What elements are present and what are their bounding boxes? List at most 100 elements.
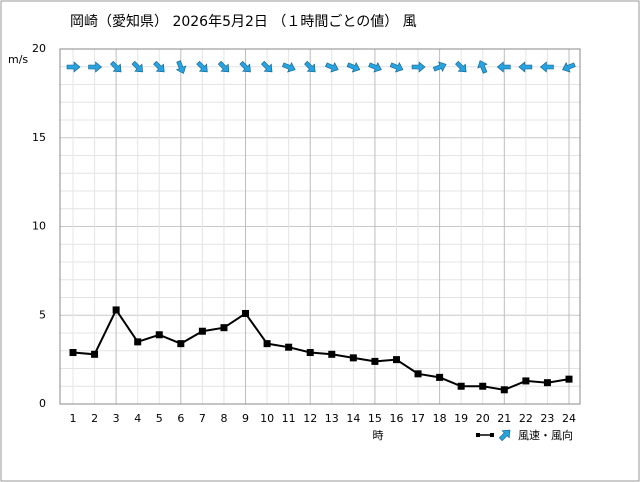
wind-arrow [562,62,576,73]
arrow-shape [110,60,122,73]
wind-arrow [389,62,404,73]
wind-arrow [66,61,81,73]
wind-arrow [411,61,426,73]
marker [543,379,551,387]
marker [285,343,293,351]
wind-arrow [110,60,122,73]
wind-arrow [175,60,187,74]
wind-arrow [88,61,103,73]
arrow-shape [131,60,143,73]
x-tick-label: 24 [562,412,576,425]
arrow-shape [281,62,296,73]
marker [69,349,77,357]
y-tick-label: 0 [39,397,46,410]
x-tick-label: 23 [540,412,554,425]
x-tick-label: 11 [282,412,296,425]
arrow-shape [304,60,316,73]
legend-label: 風速・風向 [518,428,573,442]
x-tick-label: 15 [368,412,382,425]
wind-arrow [477,60,488,74]
arrow-shape [261,60,273,73]
chart-title: 岡崎（愛知県） 2026年5月2日 （１時間ごとの値） 風 [70,13,417,30]
marker [328,350,336,358]
arrow-shape [411,61,426,73]
plot-border [59,48,581,405]
x-tick-label: 4 [134,412,141,425]
wind-arrow [261,60,273,73]
arrow-shape [346,62,361,73]
x-tick-label: 10 [260,412,274,425]
arrow-shape [217,60,230,73]
wind-arrow [239,60,251,73]
wind-arrow [304,60,316,73]
marker [392,356,400,364]
marker [457,382,465,390]
wind-arrow [518,61,533,73]
marker [349,354,357,362]
wind-arrow [196,60,208,73]
x-tick-label: 18 [433,412,447,425]
line [72,307,570,391]
arrow-shape [455,60,467,73]
marker [242,309,250,317]
x-tick-label: 5 [156,412,163,425]
legend-arrow [498,429,511,442]
x-tick-label: 17 [411,412,425,425]
arrow-shape [153,60,165,73]
marker [500,386,508,394]
x-tick-label: 22 [519,412,533,425]
marker [306,349,314,357]
marker [565,375,573,383]
arrow-shape [496,61,511,73]
x-tick-label: 21 [497,412,511,425]
x-tick-label: 7 [199,412,206,425]
arrow-shape [539,61,554,73]
wind-arrow [153,60,165,73]
wind-arrow [131,60,143,73]
marker [522,377,530,385]
marker [155,331,163,339]
arrow-shape [432,61,447,72]
arrow-shape [477,60,488,74]
x-tick-label: 16 [389,412,403,425]
wind-arrow [539,61,554,73]
arrow-shape [325,62,339,73]
arrow-shape [562,62,576,73]
x-tick-label: 20 [476,412,490,425]
arrow-shape [196,60,208,73]
legend: 風速・風向 [476,428,573,442]
marker [371,357,379,365]
arrow-shape [88,61,103,73]
y-tick-label: 15 [32,131,46,144]
x-tick-label: 12 [303,412,317,425]
y-tick-label: 5 [39,308,46,321]
marker [479,382,487,390]
x-tick-label: 8 [220,412,227,425]
x-tick-label: 14 [346,412,360,425]
marker [414,370,422,378]
marker [91,350,99,358]
wind-arrow [217,60,230,73]
marker [436,373,444,381]
arrow-shape [175,60,187,74]
marker [112,306,120,314]
x-tick-label: 19 [454,412,468,425]
wind-arrow [281,62,296,73]
y-tick-label: 20 [32,42,46,55]
wind-arrow [346,62,361,73]
legend-marker [476,433,480,437]
wind-arrow [432,61,447,72]
x-tick-label: 6 [177,412,184,425]
x-tick-label: 3 [113,412,120,425]
arrow-shape [368,62,382,73]
marker [220,324,228,332]
arrow-shape [66,61,81,73]
x-axis-label: 時 [373,429,384,442]
y-tick-label: 10 [32,220,46,233]
x-tick-label: 13 [325,412,339,425]
marker [263,340,271,348]
x-tick-label: 9 [242,412,249,425]
wind-arrow [368,62,382,73]
marker [134,338,142,346]
